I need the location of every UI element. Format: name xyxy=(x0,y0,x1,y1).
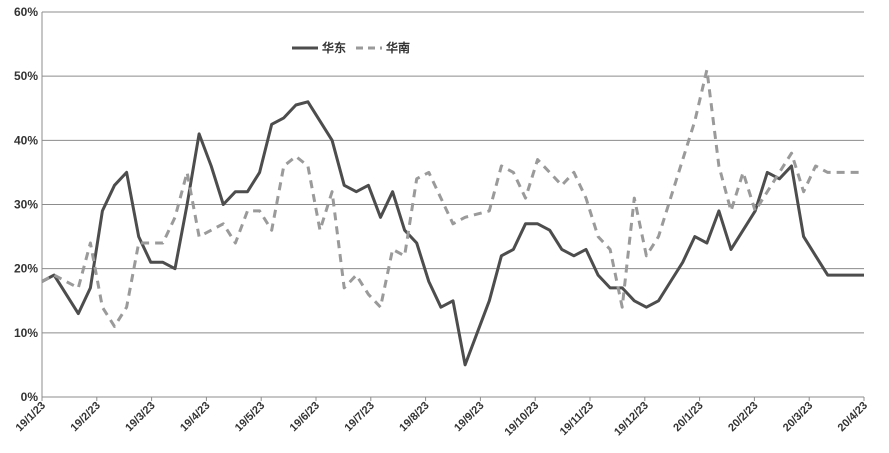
series-lines xyxy=(41,68,864,367)
x-tick-label: 19/1/23 xyxy=(14,400,48,434)
x-tick-label: 19/12/23 xyxy=(612,400,651,439)
legend: 华东 华南 xyxy=(292,40,410,55)
x-tick-label: 19/8/23 xyxy=(397,400,431,434)
x-tick-label: 19/6/23 xyxy=(288,400,322,434)
x-tick-label: 19/9/23 xyxy=(452,400,486,434)
legend-label-huanan: 华南 xyxy=(386,40,410,55)
x-tick-label: 19/5/23 xyxy=(233,400,267,434)
x-tick-label: 19/4/23 xyxy=(178,400,212,434)
x-tick-label: 20/3/23 xyxy=(781,400,815,434)
series-line-huanan xyxy=(41,68,864,328)
y-tick-label: 30% xyxy=(14,198,38,212)
y-tick-label: 10% xyxy=(14,326,38,340)
series-line-huadong xyxy=(41,100,864,367)
legend-label-huadong: 华东 xyxy=(322,40,346,55)
x-tick-label: 19/11/23 xyxy=(558,400,596,438)
y-tick-label: 60% xyxy=(14,5,38,19)
y-tick-label: 20% xyxy=(14,262,38,276)
x-tick-label: 19/2/23 xyxy=(68,400,102,434)
y-tick-label: 40% xyxy=(14,133,38,147)
x-tick-label: 19/3/23 xyxy=(123,400,157,434)
x-tick-label: 20/2/23 xyxy=(726,400,760,434)
gridlines xyxy=(41,11,864,398)
x-tick-label: 19/10/23 xyxy=(503,400,542,439)
x-tick-label: 19/7/23 xyxy=(342,400,376,434)
y-tick-label: 50% xyxy=(14,69,38,83)
x-tick-label: 20/4/23 xyxy=(836,400,870,434)
x-tick-label: 20/1/23 xyxy=(671,400,705,434)
y-tick-label: 0% xyxy=(21,390,39,404)
y-axis-ticks: 0% 10% 20% 30% 40% 50% 60% xyxy=(14,5,38,404)
x-axis-ticks: 19/1/23 19/2/23 19/3/23 19/4/23 19/5/23 19/6/… xyxy=(14,397,870,438)
